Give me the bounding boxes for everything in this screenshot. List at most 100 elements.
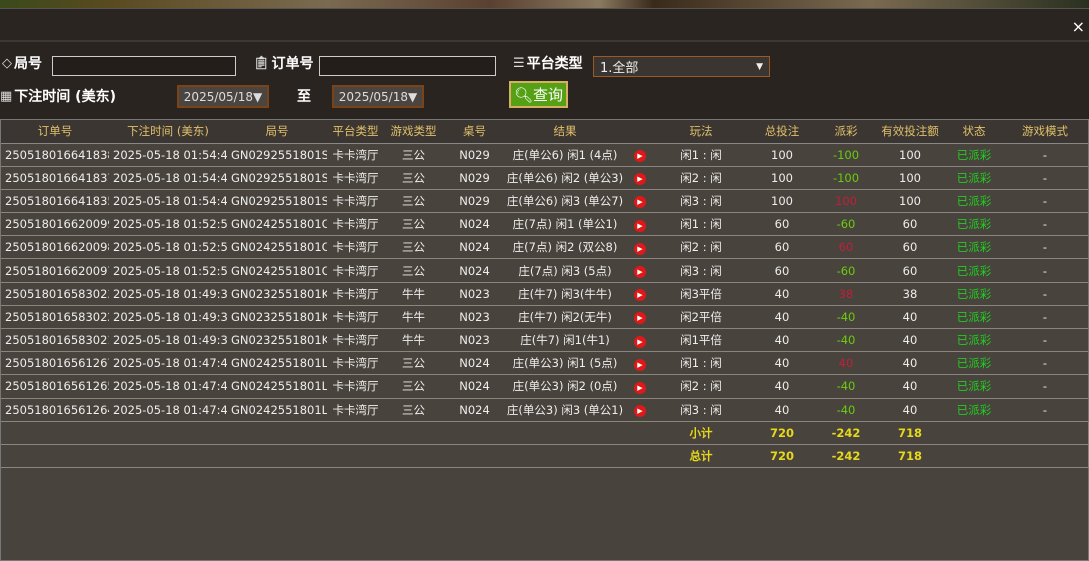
table-row: 250518016561267 2025-05-18 01:47:40 GN0242… <box>1 351 1088 376</box>
play-video-icon[interactable]: ▶ <box>634 196 646 209</box>
result: 庄(单公6) 闲2 (单公3) <box>506 166 624 190</box>
valid-bet: 60 <box>874 258 946 283</box>
status: 已派彩 <box>946 374 1002 399</box>
close-button[interactable]: × <box>1071 17 1085 36</box>
table-row: 250518016641838 2025-05-18 01:54:45 GN0292… <box>1 143 1088 167</box>
total-bet: 60 <box>746 258 818 283</box>
table-no: N024 <box>443 351 506 376</box>
platform: 卡卡湾厅 <box>327 189 384 214</box>
total-bet: 40 <box>746 328 818 353</box>
round-input[interactable] <box>52 56 236 76</box>
column-header[interactable]: 派彩 <box>818 120 874 144</box>
filter-panel: ◇ 局号 📋︎ 订单号 ☰ 平台类型 1.全部 ▼ ▦ 下注时间 (美东) 2025/05… <box>0 44 1089 119</box>
play-type: 闲1 : 闲 <box>656 212 746 237</box>
result: 庄(单公6) 闲1 (4点) <box>506 143 624 167</box>
play-video-icon[interactable]: ▶ <box>634 150 646 163</box>
play-video-icon[interactable]: ▶ <box>634 219 646 232</box>
round-id: GN0242551801L <box>227 351 327 376</box>
order-id: 250518016561264 <box>1 398 109 422</box>
column-header[interactable]: 下注时间 (美东) <box>109 120 227 144</box>
order-id: 250518016620098 <box>1 235 109 260</box>
clipboard-icon: 📋︎ <box>253 55 270 71</box>
game-mode: - <box>1002 398 1088 422</box>
bet-time: 2025-05-18 01:52:53 <box>109 258 227 283</box>
replay-cell: ▶ <box>624 166 656 190</box>
valid-bet: 100 <box>874 189 946 214</box>
play-type: 闲2 : 闲 <box>656 374 746 399</box>
replay-cell: ▶ <box>624 212 656 237</box>
platform: 卡卡湾厅 <box>327 258 384 283</box>
chevron-down-icon: ▼ <box>756 61 763 72</box>
column-header[interactable]: 有效投注额 <box>874 120 946 144</box>
column-header[interactable]: 总投注 <box>746 120 818 144</box>
database-icon: ☰ <box>513 55 525 71</box>
column-header[interactable]: 状态 <box>946 120 1002 144</box>
order-input[interactable] <box>319 56 496 76</box>
game-type: 牛牛 <box>384 282 443 306</box>
platform: 卡卡湾厅 <box>327 374 384 399</box>
platform-select[interactable]: 1.全部 ▼ <box>593 56 770 77</box>
table-row: 250518016561265 2025-05-18 01:47:40 GN0242… <box>1 374 1088 399</box>
play-video-icon[interactable]: ▶ <box>634 381 646 394</box>
play-type: 闲2 : 闲 <box>656 235 746 260</box>
total-bet: 40 <box>746 398 818 422</box>
payout: -40 <box>818 328 874 353</box>
column-header[interactable]: 游戏模式 <box>1002 120 1088 144</box>
platform: 卡卡湾厅 <box>327 166 384 190</box>
valid-bet: 40 <box>874 398 946 422</box>
game-type: 三公 <box>384 374 443 399</box>
date-from-picker[interactable]: 2025/05/18▼ <box>177 85 269 108</box>
play-video-icon[interactable]: ▶ <box>634 266 646 279</box>
total-bet: 40 <box>746 305 818 330</box>
play-type: 闲3 : 闲 <box>656 398 746 422</box>
result: 庄(7点) 闲2 (双公8) <box>506 235 624 260</box>
valid-bet: 100 <box>874 166 946 190</box>
column-header[interactable]: 桌号 <box>443 120 506 144</box>
play-video-icon[interactable]: ▶ <box>634 289 646 302</box>
bet-time: 2025-05-18 01:49:39 <box>109 282 227 306</box>
round-id: GN0232551801K <box>227 305 327 330</box>
play-video-icon[interactable]: ▶ <box>634 173 646 186</box>
subtotal-label: 小计 <box>656 421 746 445</box>
bet-time: 2025-05-18 01:49:39 <box>109 305 227 330</box>
column-header[interactable]: 订单号 <box>1 120 109 144</box>
column-header[interactable]: 结果 <box>506 120 624 144</box>
game-mode: - <box>1002 143 1088 167</box>
query-button[interactable]: 🔍︎ 查询 <box>509 81 568 108</box>
table-row: 250518016620097 2025-05-18 01:52:53 GN0242… <box>1 258 1088 283</box>
payout: -60 <box>818 212 874 237</box>
replay-cell: ▶ <box>624 189 656 214</box>
payout: 100 <box>818 189 874 214</box>
column-header[interactable]: 游戏类型 <box>384 120 443 144</box>
result: 庄(单公6) 闲3 (单公7) <box>506 189 624 214</box>
table-row: 250518016561264 2025-05-18 01:47:40 GN0242… <box>1 398 1088 422</box>
order-id: 250518016641838 <box>1 143 109 167</box>
column-header[interactable]: 平台类型 <box>327 120 384 144</box>
table-row: 250518016583021 2025-05-18 01:49:39 GN0232… <box>1 328 1088 353</box>
valid-bet: 100 <box>874 143 946 167</box>
play-video-icon[interactable]: ▶ <box>634 312 646 325</box>
date-to-picker[interactable]: 2025/05/18▼ <box>332 85 424 108</box>
total-bet: 40 <box>746 282 818 306</box>
play-video-icon[interactable]: ▶ <box>634 358 646 371</box>
table-row: 250518016583023 2025-05-18 01:49:39 GN0232… <box>1 282 1088 306</box>
bet-time: 2025-05-18 01:54:45 <box>109 166 227 190</box>
column-header[interactable]: 玩法 <box>656 120 746 144</box>
valid-bet: 40 <box>874 374 946 399</box>
result: 庄(7点) 闲1 (单公1) <box>506 212 624 237</box>
replay-cell: ▶ <box>624 351 656 376</box>
status: 已派彩 <box>946 351 1002 376</box>
round-id: GN0242551801L <box>227 374 327 399</box>
column-header[interactable] <box>624 120 656 144</box>
valid-bet: 40 <box>874 328 946 353</box>
status: 已派彩 <box>946 166 1002 190</box>
status: 已派彩 <box>946 143 1002 167</box>
table-no: N023 <box>443 305 506 330</box>
column-header[interactable]: 局号 <box>227 120 327 144</box>
status: 已派彩 <box>946 189 1002 214</box>
play-video-icon[interactable]: ▶ <box>634 335 646 348</box>
order-label-text: 订单号 <box>271 56 314 72</box>
play-video-icon[interactable]: ▶ <box>634 405 646 418</box>
play-video-icon[interactable]: ▶ <box>634 242 646 255</box>
payout: -40 <box>818 398 874 422</box>
